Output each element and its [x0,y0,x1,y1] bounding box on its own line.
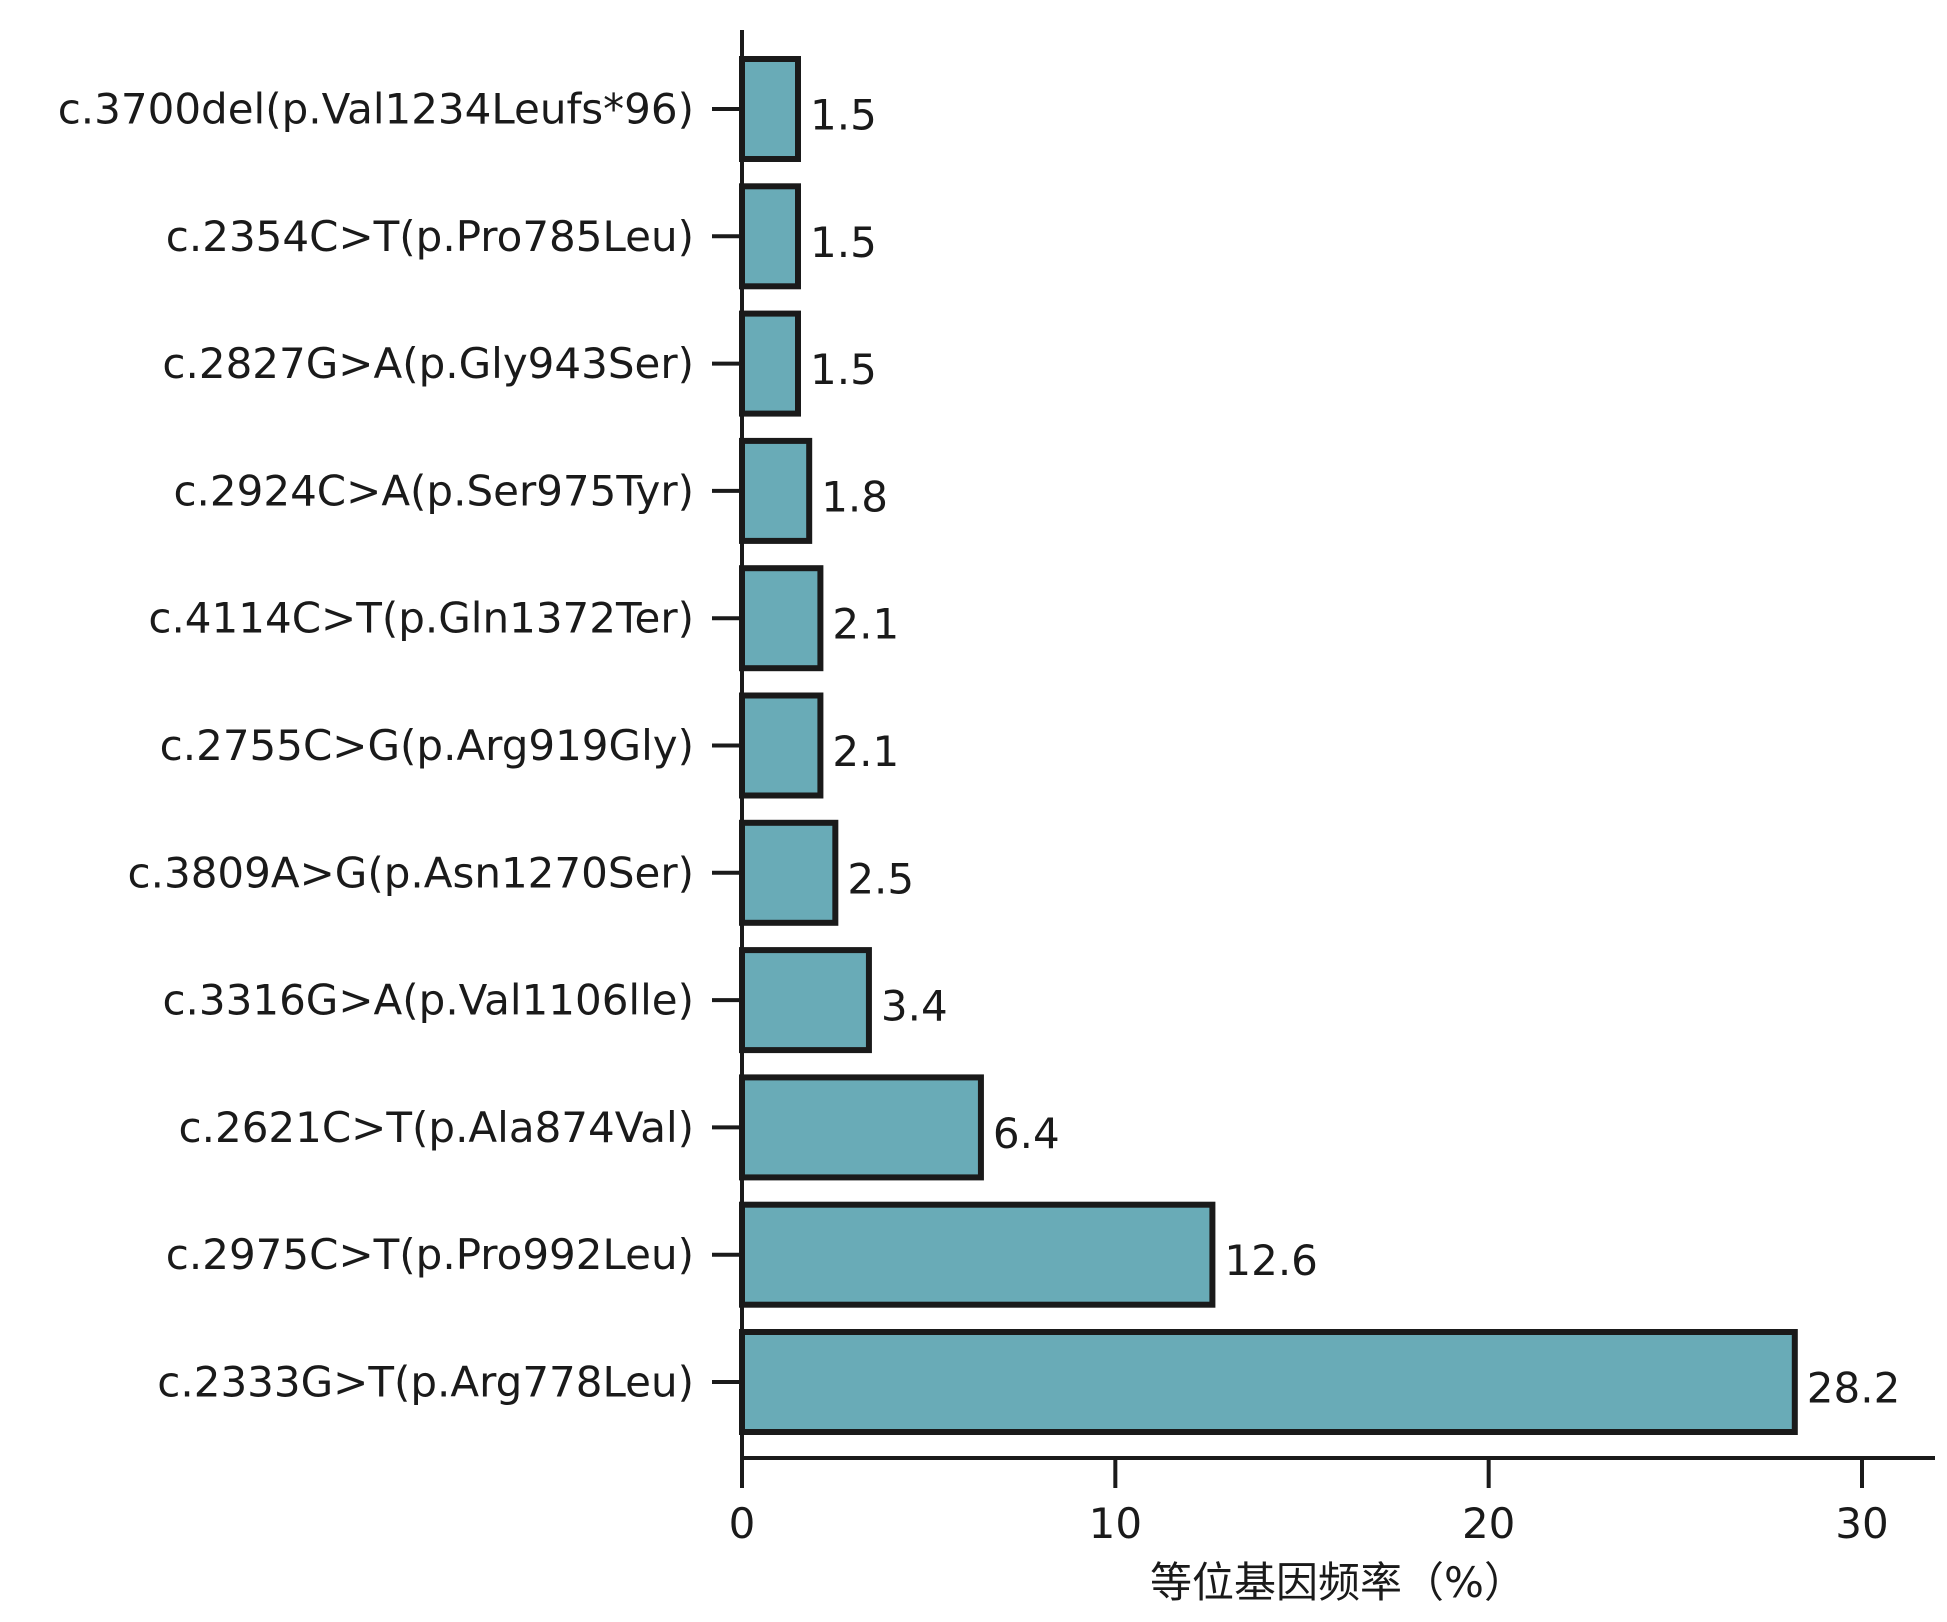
x-tick-label-30: 30 [1835,1499,1888,1548]
value-label-8: 3.4 [881,982,948,1031]
value-labels: 1.5 1.5 1.5 1.8 2.1 2.1 2.5 3.4 6.4 12.6 28.2 [810,91,1900,1413]
x-tick-label-0: 0 [729,1499,756,1548]
category-label-10: c.2975C>T(p.Pro992Leu) [166,1230,694,1279]
value-label-4: 1.8 [821,472,888,521]
category-label-1: c.3700del(p.Val1234Leufs*96) [58,85,694,134]
category-label-9: c.2621C>T(p.Ala874Val) [179,1103,694,1152]
category-label-6: c.2755C>G(p.Arg919Gly) [160,721,694,770]
category-label-4: c.2924C>A(p.Ser975Tyr) [173,466,694,515]
bar-3 [739,310,801,417]
category-label-3: c.2827G>A(p.Gly943Ser) [162,339,694,388]
value-label-3: 1.5 [810,345,877,394]
category-label-5: c.4114C>T(p.Gln1372Ter) [148,594,694,643]
bar-2 [739,183,801,290]
value-label-11: 28.2 [1807,1364,1901,1413]
value-label-5: 2.1 [832,600,899,649]
x-tick-label-10: 10 [1089,1499,1142,1548]
bar-1 [739,56,801,162]
bar-9 [739,1074,984,1181]
bar-11 [739,1329,1798,1435]
category-label-7: c.3809A>G(p.Asn1270Ser) [128,848,694,897]
axes [712,30,1935,1460]
value-label-10: 12.6 [1224,1236,1318,1285]
category-labels: c.3700del(p.Val1234Leufs*96) c.2354C>T(p.… [58,85,694,1407]
x-axis-title: 等位基因频率（%） [1150,1558,1526,1607]
x-tick-label-20: 20 [1462,1499,1515,1548]
bars-layer [739,56,1798,1435]
value-label-2: 1.5 [810,218,877,267]
category-label-2: c.2354C>T(p.Pro785Leu) [166,212,694,261]
value-label-7: 2.5 [847,854,914,903]
bar-8 [739,947,872,1054]
value-label-1: 1.5 [810,91,877,140]
bar-7 [739,819,839,926]
bar-4 [739,437,813,544]
value-label-9: 6.4 [993,1109,1060,1158]
bar-5 [739,565,824,672]
bar-10 [739,1201,1216,1308]
x-axis-ticks: 0 10 20 30 [729,1458,1889,1548]
category-label-8: c.3316G>A(p.Val1106lle) [162,976,694,1025]
category-label-11: c.2333G>T(p.Arg778Leu) [157,1358,694,1407]
bar-6 [739,692,824,799]
value-label-6: 2.1 [832,727,899,776]
